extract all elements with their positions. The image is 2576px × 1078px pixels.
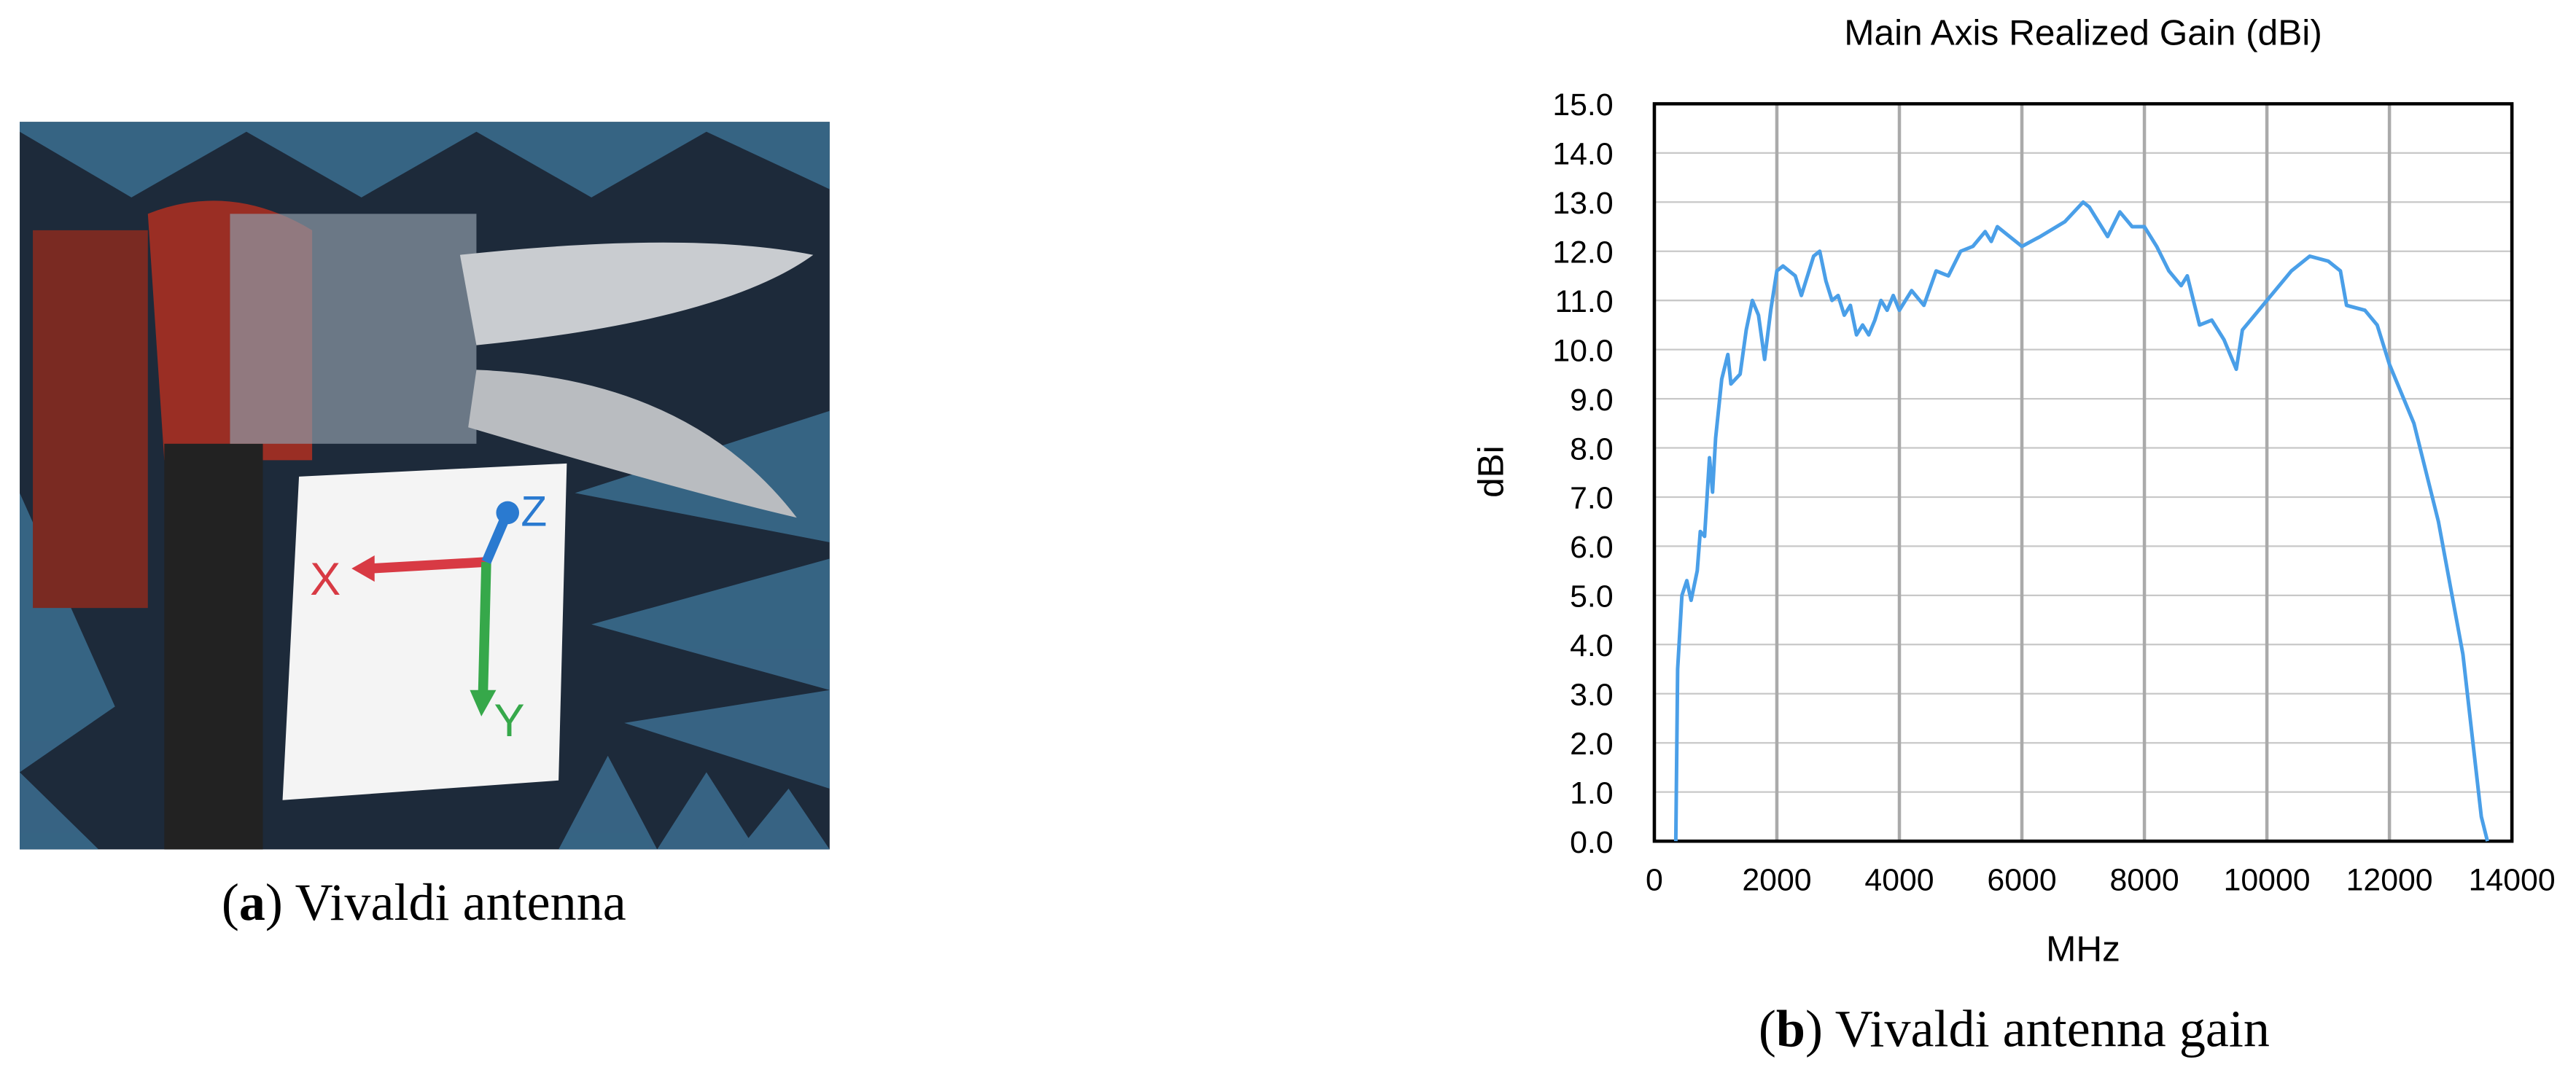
y-tick-label: 13.0 [1552, 186, 1613, 221]
mount [33, 230, 148, 609]
x-tick-label: 14000 [2469, 863, 2556, 898]
y-tick-label: 5.0 [1570, 579, 1614, 614]
axis-letter: Z [521, 488, 547, 535]
caption-part: ( [1759, 1000, 1776, 1058]
y-tick-label: 14.0 [1552, 137, 1613, 172]
photo: X Y Z [20, 122, 830, 850]
x-tick-label: 2000 [1742, 863, 1811, 898]
y-arrow [478, 561, 491, 694]
caption-part: ( [222, 873, 239, 931]
y-axis-label: dBi [1471, 445, 1511, 498]
y-tick-label: 4.0 [1570, 628, 1614, 663]
y-tick-label: 15.0 [1552, 87, 1613, 122]
axis-letter: X [310, 554, 341, 605]
x-tick-label: 10000 [2224, 863, 2311, 898]
y-tick-label: 7.0 [1570, 481, 1614, 516]
bracket [230, 214, 477, 444]
caption-part: b [1776, 1000, 1805, 1058]
x-tick-label: 0 [1646, 863, 1663, 898]
z-arrow [481, 514, 511, 564]
y-tick-label: 10.0 [1552, 333, 1613, 368]
x-arrow [369, 557, 487, 574]
y-tick-label: 8.0 [1570, 431, 1614, 466]
axis-letter: Y [494, 695, 524, 746]
plot-frame [1652, 102, 2514, 843]
antenna-fin [459, 242, 814, 345]
y-tick-label: 2.0 [1570, 727, 1614, 762]
caption: (b) Vivaldi antenna gain [1759, 1000, 2270, 1058]
caption-part: ) Vivaldi antenna gain [1805, 1000, 2270, 1058]
y-tick-label: 12.0 [1552, 235, 1613, 270]
caption-part: a [239, 873, 265, 931]
gain-line [1673, 200, 2489, 842]
y-tick-label: 9.0 [1570, 383, 1614, 418]
x-axis-label: MHz [2046, 929, 2120, 969]
x-arrowhead [351, 555, 375, 582]
z-dot [496, 501, 520, 525]
x-tick-label: 4000 [1864, 863, 1934, 898]
y-tick-label: 3.0 [1570, 678, 1614, 713]
chart-title: Main Axis Realized Gain (dBi) [1844, 12, 2322, 52]
y-tick-label: 0.0 [1570, 825, 1614, 860]
caption-part: ) Vivaldi antenna [265, 873, 626, 931]
y-arrowhead [470, 690, 497, 716]
y-tick-label: 1.0 [1570, 776, 1614, 811]
post [164, 443, 263, 850]
x-tick-label: 8000 [2109, 863, 2179, 898]
antenna-fin [468, 370, 797, 518]
y-tick-label: 6.0 [1570, 530, 1614, 565]
x-tick-label: 6000 [1987, 863, 2056, 898]
x-tick-label: 12000 [2346, 863, 2433, 898]
y-tick-label: 11.0 [1555, 284, 1614, 319]
caption: (a) Vivaldi antenna [222, 873, 626, 931]
chart: Main Axis Realized Gain (dBi) MHz dBi 0.0 1.… [1471, 12, 2556, 969]
